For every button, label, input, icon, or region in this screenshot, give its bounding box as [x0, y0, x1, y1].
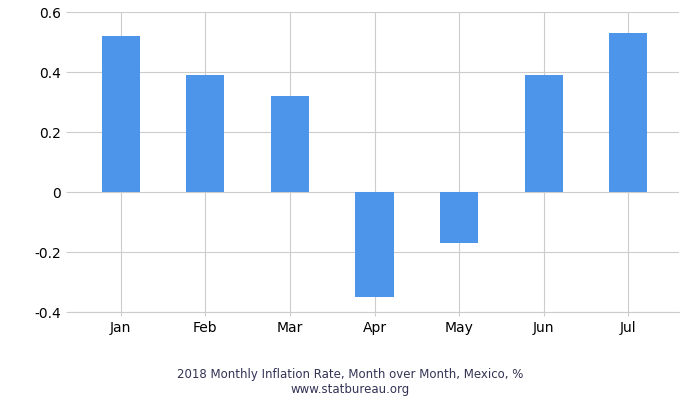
- Text: 2018 Monthly Inflation Rate, Month over Month, Mexico, %
www.statbureau.org: 2018 Monthly Inflation Rate, Month over …: [177, 368, 523, 396]
- Bar: [271, 96, 309, 192]
- Bar: [440, 192, 478, 243]
- Bar: [609, 33, 648, 192]
- Bar: [102, 36, 140, 192]
- Bar: [186, 75, 225, 192]
- Bar: [356, 192, 393, 297]
- Bar: [524, 75, 563, 192]
